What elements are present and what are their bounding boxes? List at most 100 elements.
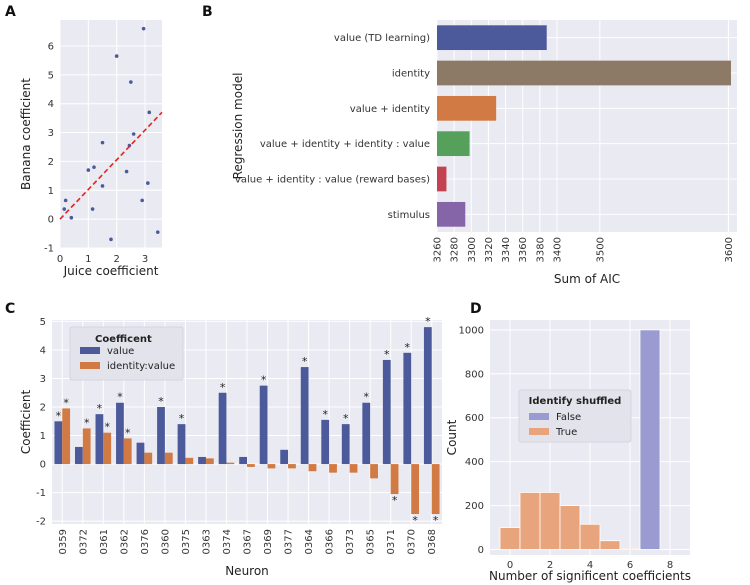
bar-identity-value: [82, 428, 91, 465]
y-tick-label: 0: [48, 215, 54, 226]
x-axis-label: Number of significent coefficients: [489, 569, 691, 583]
bar-identity-value: [349, 464, 358, 473]
x-tick-label: 0371: [386, 529, 397, 554]
histogram-bar-true: [599, 540, 621, 550]
bar-value: [403, 352, 412, 465]
x-tick-label: 3260: [433, 237, 444, 262]
legend-label: True: [555, 427, 577, 438]
x-tick-label: 0368: [427, 529, 438, 554]
legend-swatch: [80, 347, 100, 354]
x-tick-label: 3360: [518, 237, 529, 262]
x-tick-label: 0376: [140, 529, 151, 554]
x-axis-label: Neuron: [225, 564, 269, 578]
x-tick-label: 0362: [119, 529, 130, 554]
x-tick-label: 0367: [243, 529, 254, 554]
y-axis-label: Coefficient: [19, 390, 33, 455]
bar-value: [382, 359, 391, 465]
y-tick-label: 0: [40, 460, 46, 471]
bar-identity-value: [329, 464, 337, 473]
y-tick-label: 400: [465, 457, 484, 468]
bar-identity-value: [103, 432, 112, 465]
y-axis-label: Regression model: [231, 73, 245, 180]
y-tick-label: 5: [48, 70, 54, 81]
bar-value: [362, 402, 371, 465]
panel-d-histogram: D 0 2 4 6 8 0 200 400 600 800 1000 Identify shuffled…: [445, 301, 691, 583]
scatter-point: [114, 54, 119, 58]
x-tick-label: 8: [667, 560, 673, 571]
y-tick-label: 200: [465, 501, 484, 512]
bar-value: [177, 424, 186, 465]
legend-swatch: [529, 413, 549, 420]
significance-star: *: [412, 514, 418, 527]
x-axis-label: Juice coefficient: [63, 264, 159, 278]
x-tick-label: 0366: [325, 529, 336, 554]
histogram-bar-true: [619, 548, 641, 550]
bar-identity-value: [62, 408, 71, 465]
scatter-point: [109, 237, 113, 242]
x-tick-label: 0369: [263, 529, 274, 554]
y-tick-label: -1: [36, 488, 46, 499]
y-tick-label: 2: [48, 157, 54, 168]
category-label: value (TD learning): [334, 33, 430, 44]
histogram-bar-true: [519, 492, 541, 550]
x-tick-label: 0359: [58, 529, 69, 554]
legend: Identify shuffled False True: [518, 389, 632, 443]
legend-swatch: [529, 428, 549, 435]
significance-star: *: [63, 396, 69, 409]
bar-value: [259, 385, 268, 465]
y-tick-label: 6: [48, 41, 54, 52]
bar-value: [198, 456, 206, 465]
bar-value: [157, 407, 165, 465]
scatter-point: [141, 26, 146, 31]
legend-label: value: [107, 346, 134, 357]
y-tick-label: 1: [48, 186, 54, 197]
bar-identity-value: [185, 457, 194, 465]
x-tick-label: 2: [547, 560, 553, 571]
scatter-point: [155, 230, 160, 234]
histogram-bar-true: [579, 523, 601, 550]
significance-star: *: [158, 395, 164, 408]
scatter-point: [86, 168, 91, 172]
bar-value: [218, 392, 227, 465]
y-tick-label: -1: [44, 244, 54, 255]
bar-value: [54, 421, 63, 465]
scatter-point: [90, 207, 95, 211]
scatter-point: [92, 165, 96, 169]
bar-identity-value: [431, 464, 440, 515]
x-tick-label: 3320: [484, 237, 495, 262]
y-tick-label: 800: [465, 369, 484, 380]
significance-star: *: [104, 421, 110, 434]
y-tick-label: 3: [48, 128, 54, 139]
bar-identity-value: [226, 462, 235, 465]
bar-identity-value: [247, 464, 255, 467]
bar-value: [136, 442, 145, 465]
scatter-point: [124, 169, 129, 174]
y-tick-label: 600: [465, 413, 484, 424]
bar-value: [341, 424, 350, 465]
histogram-bar-false: [639, 329, 661, 550]
x-tick-label: 0360: [160, 529, 171, 554]
significance-star: *: [220, 381, 226, 394]
category-label: identity: [392, 69, 430, 80]
x-tick-label: 0375: [181, 529, 192, 554]
bar-value: [280, 449, 289, 465]
bar-identity-value: [390, 464, 399, 495]
histogram-bar-true: [499, 527, 521, 550]
histogram-bar-true: [539, 492, 561, 550]
x-tick-label: 0365: [366, 529, 377, 554]
y-tick-label: 1000: [459, 325, 484, 336]
bar-value: [321, 419, 330, 465]
x-tick-label: 0363: [201, 529, 212, 554]
plot-area: [437, 20, 737, 232]
x-tick-label: 3600: [724, 237, 735, 262]
x-tick-label: 0370: [407, 529, 418, 554]
panel-label-d: D: [470, 301, 482, 317]
y-tick-label: 4: [40, 345, 46, 356]
scatter-point: [63, 198, 68, 203]
panel-label-a: A: [5, 4, 16, 20]
bar-identity-value: [205, 458, 214, 465]
x-tick-label: 3300: [467, 237, 478, 262]
bar-value: [239, 456, 247, 465]
